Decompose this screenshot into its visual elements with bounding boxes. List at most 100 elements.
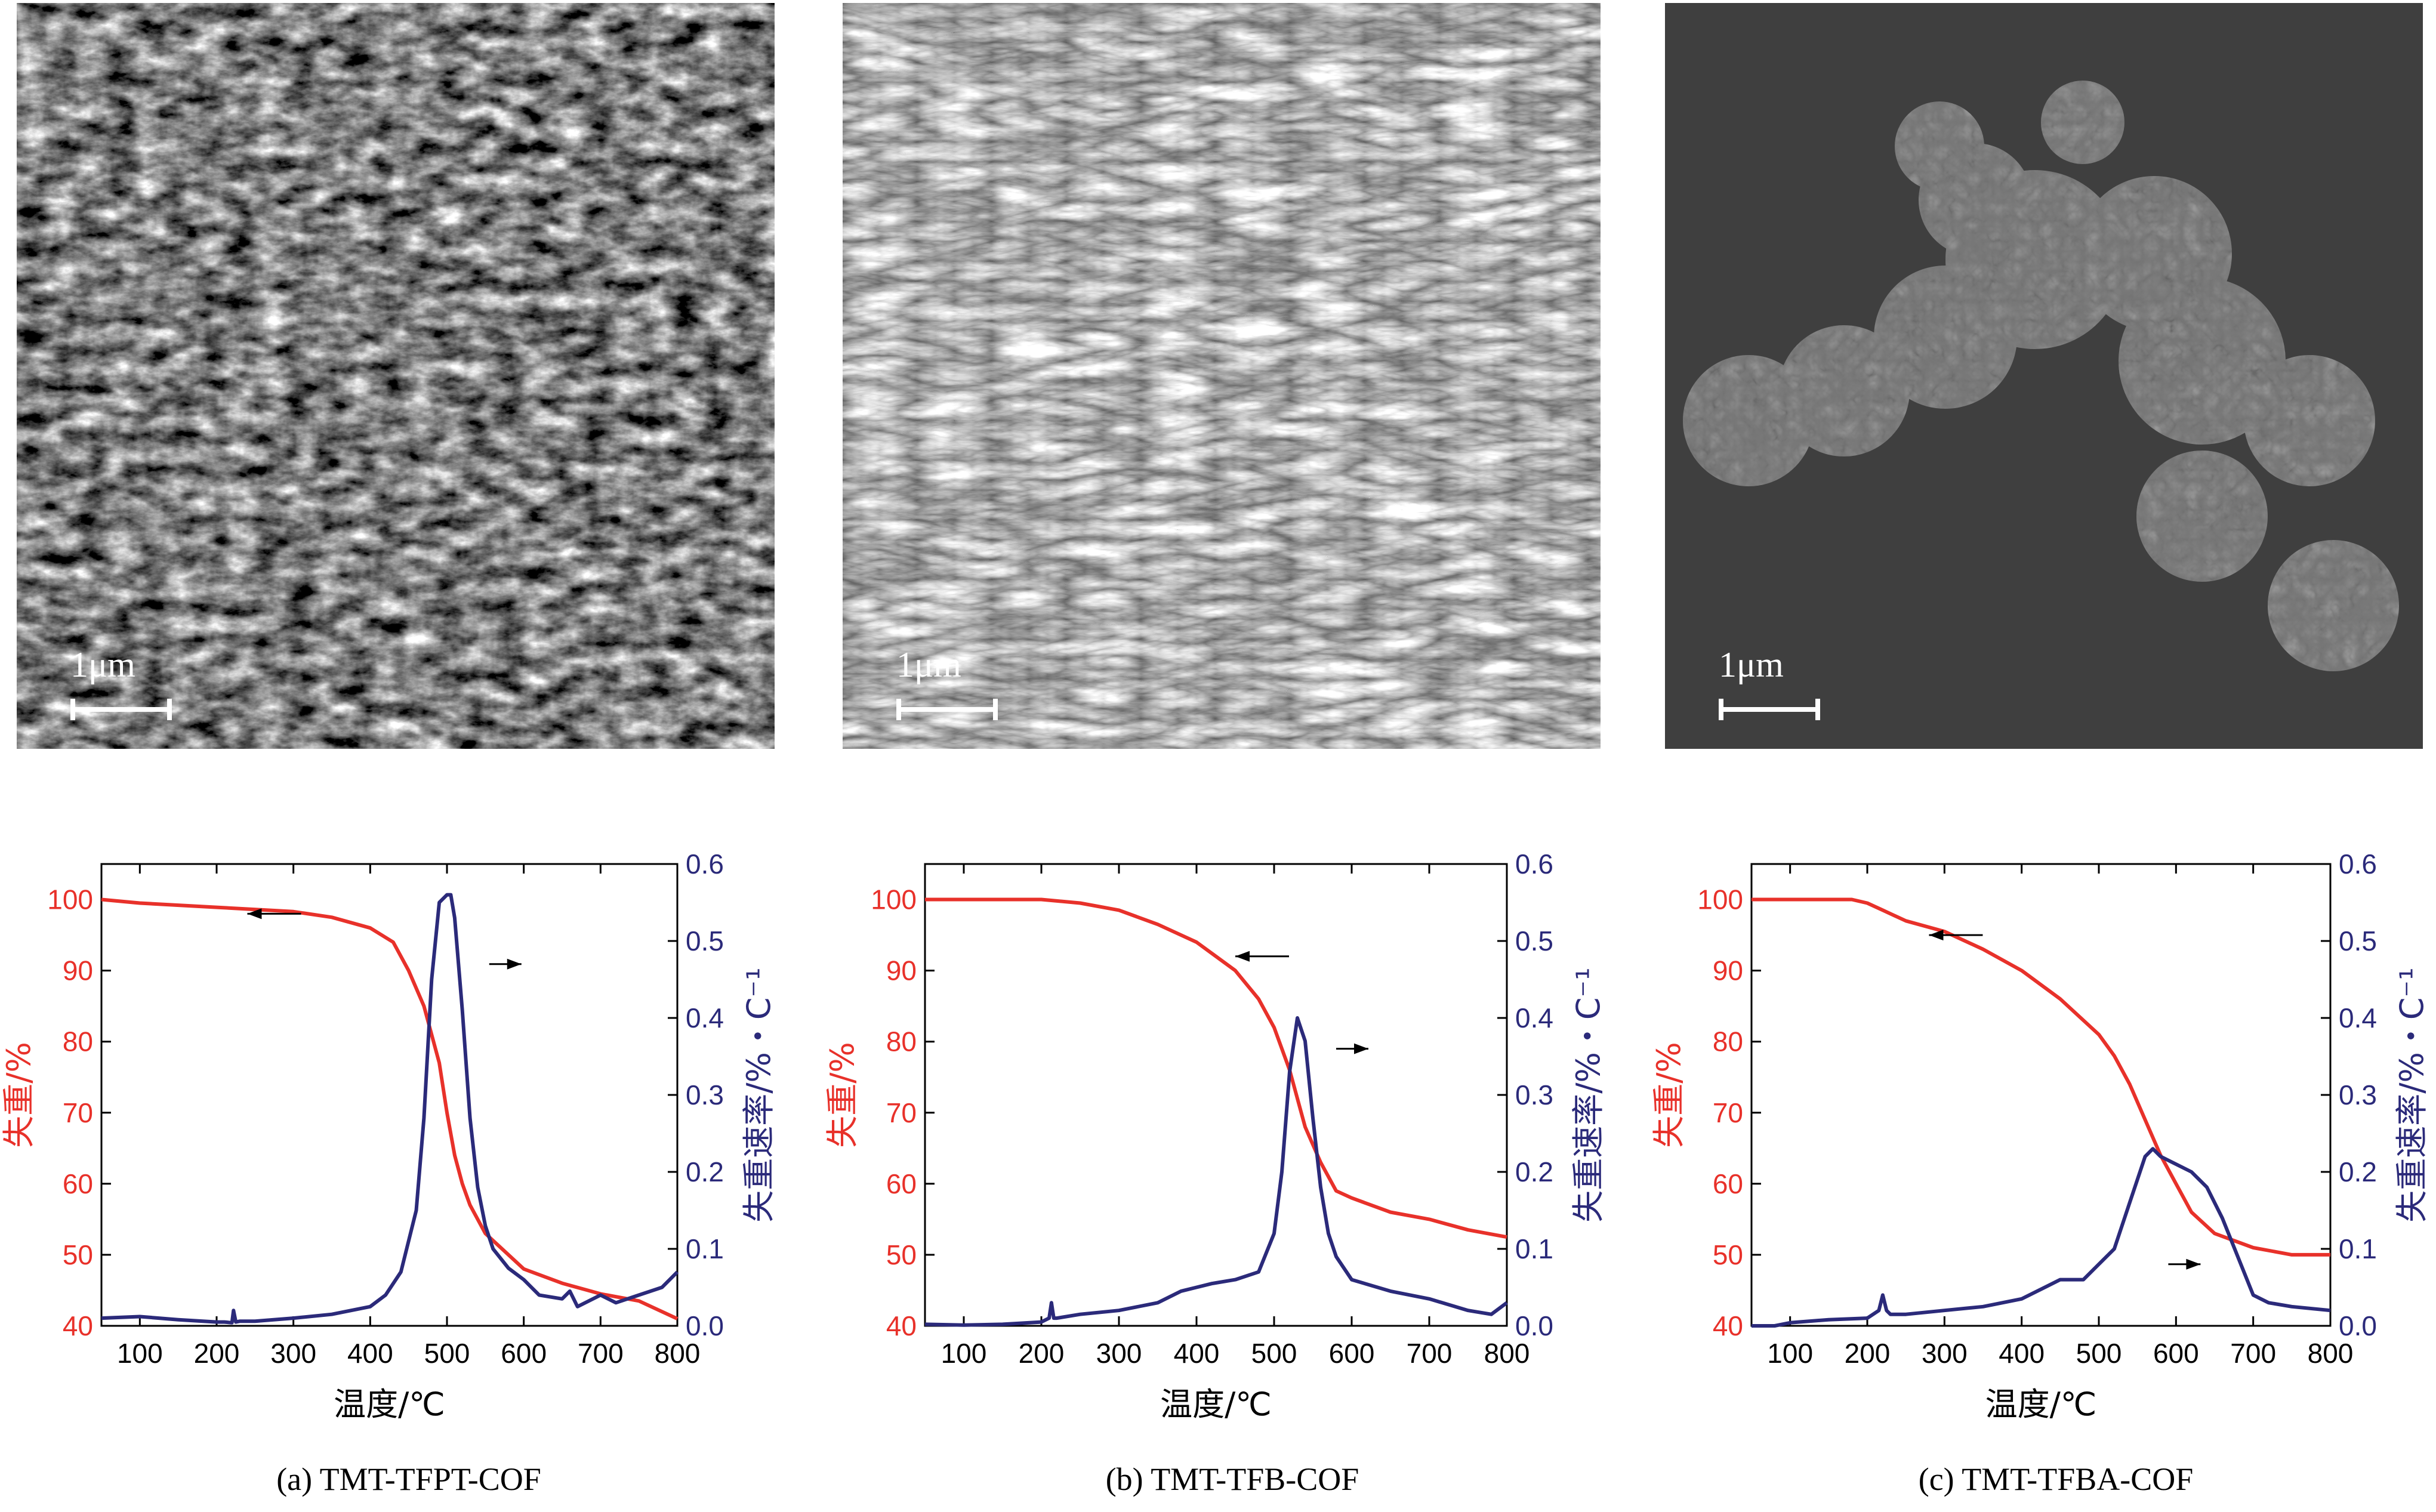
scale-bar <box>1719 699 1820 720</box>
chart-c: 100 200 300 400 500 600 700 800 40 50 60 70 80 90 100 0… <box>1650 848 2431 1423</box>
x-tick-label: 500 <box>1251 1338 1297 1369</box>
weight-loss-rate-line <box>1752 1147 2331 1328</box>
x-tick-label: 200 <box>1845 1338 1891 1369</box>
arrow-left-head <box>247 908 262 919</box>
weight-loss-line <box>925 897 1507 1239</box>
x-tick-label: 400 <box>1174 1338 1220 1369</box>
y-left-tick-label: 100 <box>1697 884 1743 915</box>
x-tick-label: 600 <box>501 1338 547 1369</box>
y-right-tick-label: 0.2 <box>2339 1156 2377 1187</box>
x-tick-label: 500 <box>2076 1338 2122 1369</box>
sem-image-b: 1μm <box>843 3 1601 749</box>
scale-bar-label: 1μm <box>70 645 135 684</box>
y-right-axis-label: 失重速率/%・C⁻¹ <box>740 967 778 1222</box>
y-left-tick-label: 90 <box>1713 955 1743 986</box>
y-right-tick-label: 0.3 <box>2339 1079 2377 1110</box>
x-tick-label: 700 <box>1407 1338 1453 1369</box>
y-right-tick-label: 0.1 <box>2339 1233 2377 1264</box>
y-left-tick-label: 40 <box>63 1310 93 1341</box>
y-right-tick-label: 0.6 <box>2339 848 2377 880</box>
y-left-tick-label: 50 <box>63 1239 93 1270</box>
y-left-tick-label: 80 <box>1713 1026 1743 1057</box>
arrow-right-head <box>507 958 522 970</box>
x-tick-label: 200 <box>1019 1338 1065 1369</box>
chart-a: 100 200 300 400 500 600 700 800 40 50 60 70 80 90 100 0… <box>0 848 778 1423</box>
y-right-tick-label: 0.2 <box>686 1156 724 1187</box>
x-tick-label: 400 <box>347 1338 393 1369</box>
caption-a: (a) TMT-TFPT-COF <box>276 1461 541 1497</box>
y-left-tick-label: 70 <box>1713 1097 1743 1128</box>
chart-b: 100 200 300 400 500 600 700 800 40 50 60 70 80 90 100 0… <box>824 848 1607 1423</box>
x-axis-label: 温度/℃ <box>334 1386 445 1423</box>
x-tick-label: 300 <box>270 1338 316 1369</box>
y-right-tick-label: 0.2 <box>1515 1156 1553 1187</box>
y-left-tick-label: 80 <box>63 1026 93 1057</box>
y-left-tick-label: 40 <box>886 1310 917 1341</box>
y-right-tick-label: 0.6 <box>686 848 724 880</box>
scale-bar-label: 1μm <box>1719 645 1784 684</box>
weight-loss-line <box>1752 897 2330 1257</box>
arrow-left-head <box>1235 951 1250 962</box>
y-right-tick-label: 0.6 <box>1515 848 1553 880</box>
y-left-tick-label: 100 <box>871 884 917 915</box>
sem-texture-a <box>17 3 775 749</box>
x-axis-label: 温度/℃ <box>1160 1386 1272 1423</box>
caption-b: (b) TMT-TFB-COF <box>1105 1461 1359 1497</box>
x-tick-label: 700 <box>578 1338 624 1369</box>
y-left-tick-label: 60 <box>1713 1168 1743 1199</box>
y-right-tick-label: 0.1 <box>686 1233 724 1264</box>
x-tick-label: 700 <box>2230 1338 2276 1369</box>
y-right-tick-label: 0.3 <box>686 1079 724 1110</box>
y-left-tick-label: 60 <box>886 1168 917 1199</box>
y-left-tick-label: 60 <box>63 1168 93 1199</box>
arrow-right-head <box>2186 1258 2201 1270</box>
y-left-axis-label: 失重/% <box>0 1042 38 1148</box>
x-tick-label: 100 <box>117 1338 163 1369</box>
x-tick-label: 800 <box>655 1338 701 1369</box>
y-left-tick-label: 50 <box>886 1239 917 1270</box>
x-tick-label: 200 <box>194 1338 240 1369</box>
plot-frame <box>924 863 1508 1327</box>
scale-bar <box>70 699 172 720</box>
caption-c: (c) TMT-TFBA-COF <box>1918 1461 2194 1497</box>
arrow-right-head <box>1354 1043 1368 1054</box>
scale-bar-label: 1μm <box>896 645 961 684</box>
y-left-tick-label: 100 <box>47 884 93 915</box>
y-left-tick-label: 70 <box>886 1097 917 1128</box>
plot-frame <box>100 863 679 1327</box>
y-right-tick-label: 0.5 <box>686 925 724 956</box>
scale-bar <box>896 699 998 720</box>
y-right-tick-label: 0.3 <box>1515 1079 1553 1110</box>
x-tick-label: 600 <box>2153 1338 2199 1369</box>
weight-loss-line <box>101 897 679 1320</box>
y-right-axis-label: 失重速率/%・C⁻¹ <box>1569 967 1607 1222</box>
sem-image-c: 1μm <box>1665 3 2423 749</box>
y-right-tick-label: 0.0 <box>686 1310 724 1341</box>
y-left-tick-label: 70 <box>63 1097 93 1128</box>
y-left-axis-label: 失重/% <box>1650 1042 1688 1148</box>
x-tick-label: 300 <box>1922 1338 1968 1369</box>
y-left-tick-label: 80 <box>886 1026 917 1057</box>
y-right-tick-label: 0.0 <box>1515 1310 1553 1341</box>
weight-loss-rate-line <box>101 893 679 1325</box>
y-right-axis-label: 失重速率/%・C⁻¹ <box>2393 967 2431 1222</box>
y-right-tick-label: 0.4 <box>686 1002 724 1033</box>
y-right-tick-label: 0.5 <box>2339 925 2377 956</box>
x-tick-label: 800 <box>2308 1338 2354 1369</box>
sem-texture-b <box>843 3 1601 749</box>
x-tick-label: 500 <box>424 1338 470 1369</box>
x-tick-label: 300 <box>1096 1338 1142 1369</box>
y-left-tick-label: 40 <box>1713 1310 1743 1341</box>
y-left-tick-label: 90 <box>63 955 93 986</box>
x-axis-label: 温度/℃ <box>1985 1386 2097 1423</box>
y-right-tick-label: 0.4 <box>2339 1002 2377 1033</box>
plot-frame <box>1750 863 2332 1327</box>
x-tick-label: 600 <box>1329 1338 1375 1369</box>
y-right-tick-label: 0.4 <box>1515 1002 1553 1033</box>
x-tick-label: 100 <box>941 1338 987 1369</box>
y-right-tick-label: 0.0 <box>2339 1310 2377 1341</box>
x-tick-label: 400 <box>1999 1338 2045 1369</box>
arrow-left-head <box>1929 930 1944 941</box>
y-left-tick-label: 50 <box>1713 1239 1743 1270</box>
